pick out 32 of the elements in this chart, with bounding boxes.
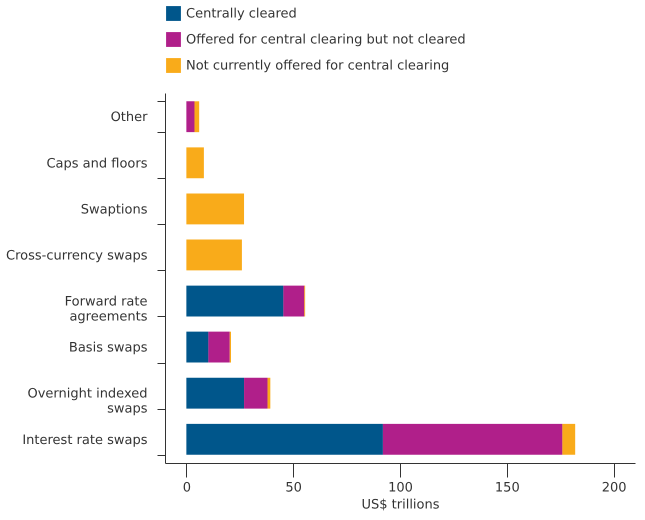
legend-label: Offered for central clearing but not cleared: [186, 32, 466, 48]
y-tick-label: Cross-currency swaps: [6, 248, 148, 264]
bar: [186, 193, 244, 224]
bar: [186, 240, 242, 270]
y-tick-label: Interest rate swaps: [22, 432, 148, 448]
y-tick-label: Overnight indexed swaps: [27, 386, 148, 417]
bar: [268, 378, 270, 409]
bar: [186, 424, 383, 455]
y-tick-label: Swaptions: [80, 202, 148, 218]
legend-label: Centrally cleared: [186, 6, 297, 22]
bar: [186, 378, 244, 409]
y-tick-label: Forward rate agreements: [64, 294, 148, 325]
bar: [186, 332, 208, 363]
x-tick-label: 0: [182, 480, 192, 496]
bar: [283, 286, 304, 316]
legend-label: Not currently offered for central clearing: [186, 58, 450, 74]
bar: [186, 101, 194, 132]
x-tick-label: 50: [285, 480, 302, 496]
y-tick-label: Basis swaps: [68, 340, 148, 356]
x-tick-label: 100: [388, 480, 413, 496]
bar: [194, 101, 200, 132]
bar: [186, 286, 284, 316]
x-axis-title: US$ trillions: [361, 498, 440, 512]
bar: [562, 424, 576, 455]
bar: [382, 424, 562, 455]
x-tick-label: 150: [494, 480, 520, 496]
bar: [186, 147, 204, 178]
x-tick-label: 200: [602, 480, 627, 496]
bar: [208, 332, 230, 363]
bar: [244, 378, 268, 409]
y-tick-label: Other: [110, 110, 148, 126]
y-tick-label: Caps and floors: [46, 156, 148, 172]
